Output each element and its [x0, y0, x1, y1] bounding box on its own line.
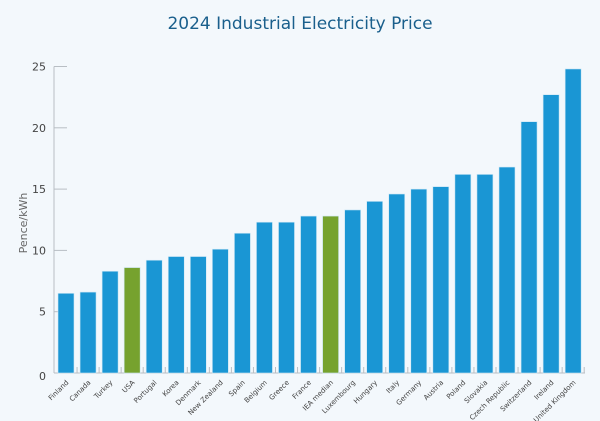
- x-tick-label: Greece: [268, 379, 291, 402]
- bar: [410, 188, 428, 374]
- bar: [542, 94, 560, 374]
- y-tick-label: 15: [32, 183, 46, 196]
- y-tick-label: 20: [32, 122, 46, 135]
- bar: [167, 256, 185, 374]
- bar: [101, 270, 119, 374]
- axes: 0 5 10 15 20 25: [32, 61, 585, 383]
- x-tick-label: Austria: [422, 379, 445, 402]
- bar: [79, 291, 97, 374]
- bar: [520, 121, 538, 374]
- y-axis-label: Pence/kWh: [17, 193, 30, 254]
- bar: [564, 68, 582, 374]
- y-tick-label: 25: [32, 61, 46, 74]
- bar: [454, 174, 472, 374]
- chart-title: 2024 Industrial Electricity Price: [167, 14, 432, 34]
- x-tick-label: Hungary: [352, 379, 379, 406]
- bar: [278, 221, 295, 374]
- bar: [498, 166, 516, 374]
- bar: [300, 215, 317, 374]
- x-tick-label: Portugal: [132, 379, 158, 405]
- bar: [212, 248, 229, 374]
- bar: [256, 221, 273, 374]
- bar: [145, 259, 163, 374]
- bar: [432, 186, 450, 374]
- x-tick-label: Canada: [68, 379, 92, 403]
- bar: [388, 193, 406, 374]
- bar: [322, 215, 339, 374]
- x-tick-label: USA: [121, 379, 137, 395]
- bar: [57, 293, 75, 374]
- y-tick-label: 0: [39, 370, 46, 383]
- x-tick-label: Italy: [385, 379, 401, 395]
- bar: [123, 267, 141, 374]
- x-tick-label: Korea: [161, 379, 181, 399]
- x-tick-label: Belgium: [243, 379, 269, 405]
- x-tick-label: Finland: [47, 379, 70, 402]
- x-tick-label: Turkey: [92, 379, 114, 401]
- bar: [344, 209, 361, 374]
- y-tick-label: 5: [39, 306, 46, 319]
- bar: [476, 174, 494, 374]
- bars: [57, 68, 582, 374]
- x-tick-label: Czech Republic: [468, 379, 511, 421]
- x-tick-label: Spain: [227, 379, 246, 398]
- y-tick-label: 10: [32, 244, 46, 257]
- bar: [366, 201, 384, 374]
- bar: [190, 256, 207, 374]
- bar: [234, 232, 251, 374]
